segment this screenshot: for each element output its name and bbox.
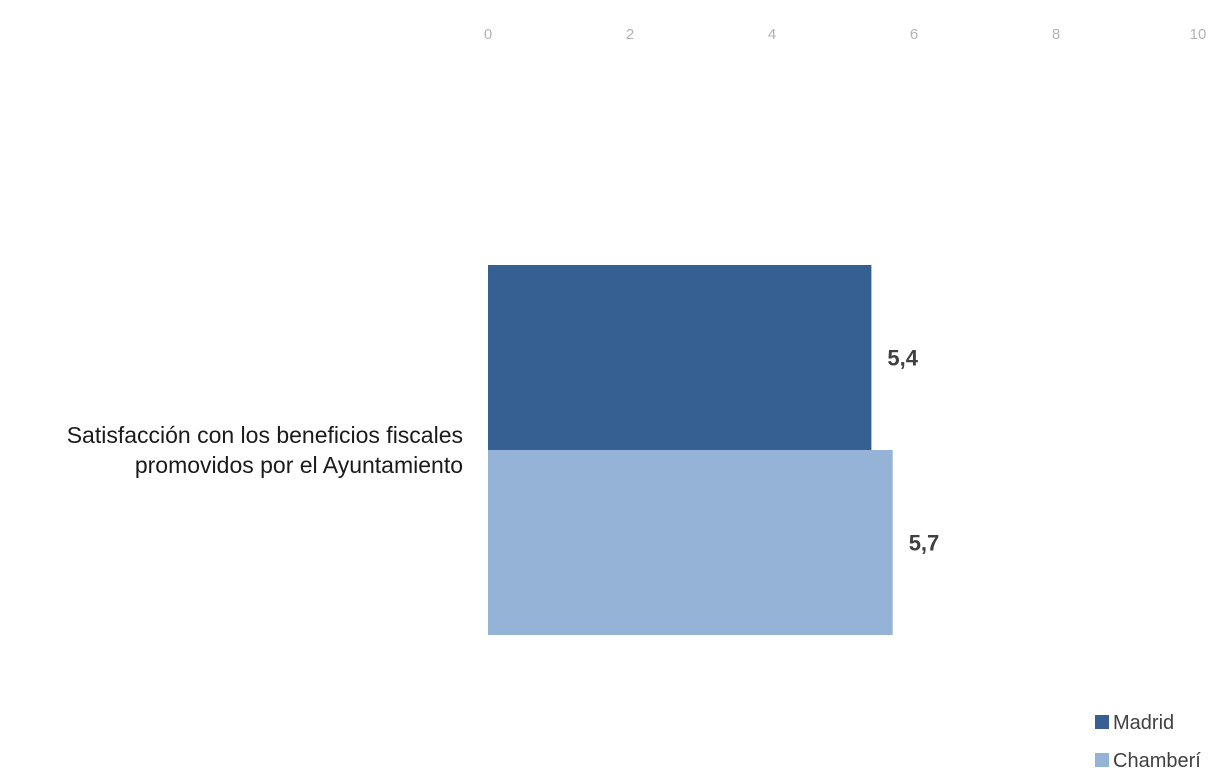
category-labels: Satisfacción con los beneficios fiscales… — [67, 422, 463, 478]
legend-swatch — [1095, 753, 1109, 767]
x-tick-label: 0 — [484, 26, 492, 43]
bars — [488, 265, 893, 635]
legend-item: Madrid — [1095, 712, 1174, 734]
x-tick-label: 4 — [768, 26, 776, 43]
legend-label: Madrid — [1113, 712, 1174, 734]
data-label: 5,4 — [887, 346, 918, 371]
category-label-line: promovidos por el Ayuntamiento — [135, 452, 463, 478]
x-tick-label: 2 — [626, 26, 634, 43]
legend-label: Chamberí — [1113, 750, 1201, 772]
legend-item: Chamberí — [1095, 750, 1201, 772]
legend: Madrid Chamberí — [1095, 712, 1201, 772]
legend-swatch — [1095, 715, 1109, 729]
x-tick-label: 10 — [1190, 26, 1207, 43]
bar-madrid — [488, 265, 872, 450]
x-axis-ticks: 0 2 4 6 8 10 — [484, 26, 1207, 43]
data-label: 5,7 — [909, 531, 940, 556]
bar-chamberí — [488, 450, 893, 635]
x-tick-label: 6 — [910, 26, 918, 43]
data-labels: 5,4 5,7 — [887, 346, 939, 556]
x-tick-label: 8 — [1052, 26, 1060, 43]
category-label-line: Satisfacción con los beneficios fiscales — [67, 422, 463, 448]
